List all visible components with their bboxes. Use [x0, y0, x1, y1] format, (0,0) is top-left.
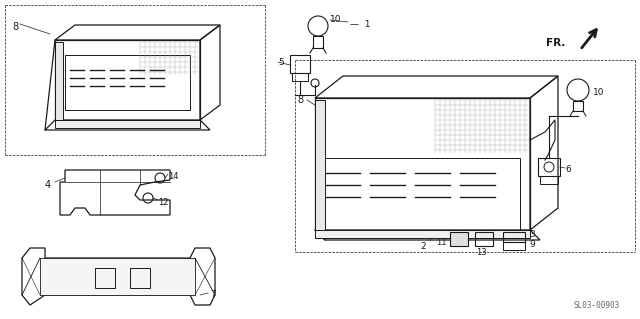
Text: FR.: FR. [546, 38, 565, 48]
Text: 10: 10 [593, 88, 605, 97]
Text: 5: 5 [278, 58, 284, 67]
Bar [95, 268, 115, 288]
Text: 4: 4 [45, 180, 51, 190]
Text: 12: 12 [158, 198, 168, 207]
Text: 2: 2 [420, 242, 426, 251]
Bar [130, 268, 150, 288]
Text: 3: 3 [529, 230, 535, 239]
Bar [503, 232, 525, 242]
Bar [503, 242, 525, 250]
Polygon shape [315, 230, 530, 238]
Text: 6: 6 [565, 165, 571, 174]
Bar [320, 158, 520, 238]
Bar [540, 176, 558, 184]
Bar [55, 42, 63, 120]
Bar [475, 232, 493, 246]
Text: 10: 10 [330, 15, 342, 24]
Text: 13: 13 [476, 248, 486, 257]
Bar [573, 101, 583, 111]
Text: 7: 7 [210, 290, 216, 299]
Text: SL03-00903: SL03-00903 [573, 301, 620, 310]
Polygon shape [55, 120, 200, 128]
Bar [290, 55, 310, 73]
Text: 11: 11 [436, 238, 447, 247]
Bar [292, 73, 308, 81]
Text: 8: 8 [297, 95, 303, 105]
Text: 9: 9 [529, 240, 535, 249]
Polygon shape [40, 258, 195, 295]
Text: —  1: — 1 [350, 20, 371, 29]
Bar [313, 36, 323, 48]
Bar [450, 232, 468, 246]
Text: 14: 14 [168, 172, 179, 181]
Bar [65, 55, 190, 110]
Bar [315, 100, 325, 230]
Bar [538, 158, 560, 176]
Text: 8: 8 [12, 22, 18, 32]
